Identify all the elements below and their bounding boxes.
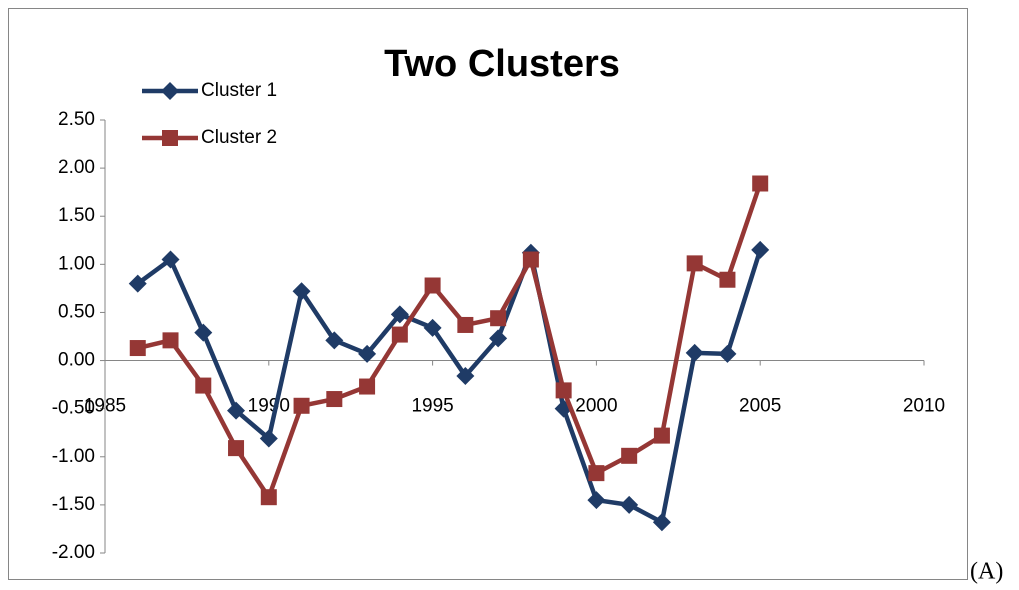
point bbox=[621, 447, 638, 464]
point bbox=[752, 175, 769, 192]
y-tick-label: -1.50 bbox=[52, 494, 95, 515]
point bbox=[326, 391, 343, 408]
legend-marker bbox=[162, 130, 178, 146]
x-tick-label: 2010 bbox=[903, 396, 945, 417]
x-tick-label: 2005 bbox=[739, 396, 781, 417]
legend-label: Cluster 2 bbox=[201, 127, 277, 148]
y-tick-label: 1.50 bbox=[58, 205, 95, 226]
point bbox=[719, 271, 736, 288]
x-tick-label: 1990 bbox=[248, 396, 290, 417]
point bbox=[685, 343, 704, 362]
point bbox=[259, 429, 278, 448]
point bbox=[456, 366, 475, 385]
y-tick-label: 1.00 bbox=[58, 253, 95, 274]
point bbox=[686, 255, 703, 272]
point bbox=[195, 377, 212, 394]
point bbox=[718, 344, 737, 363]
point bbox=[228, 440, 245, 457]
y-tick-label: 2.00 bbox=[58, 157, 95, 178]
x-tick-label: 1985 bbox=[84, 396, 126, 417]
point bbox=[129, 340, 146, 357]
point bbox=[588, 465, 605, 482]
point bbox=[293, 397, 310, 414]
x-tick-label: 2000 bbox=[575, 396, 617, 417]
x-tick-label: 1995 bbox=[411, 396, 453, 417]
point bbox=[555, 382, 572, 399]
point bbox=[194, 323, 213, 342]
y-tick-label: -0.50 bbox=[52, 398, 95, 419]
point bbox=[390, 305, 409, 324]
y-tick-label: 2.50 bbox=[58, 109, 95, 130]
point bbox=[653, 427, 670, 444]
point bbox=[162, 332, 179, 349]
point bbox=[489, 329, 508, 348]
point bbox=[652, 513, 671, 532]
annotation: (A) bbox=[970, 559, 1003, 585]
legend-marker bbox=[161, 82, 179, 100]
point bbox=[751, 240, 770, 259]
chart-title: Two Clusters bbox=[384, 43, 620, 85]
point bbox=[260, 489, 277, 506]
point bbox=[587, 491, 606, 510]
point bbox=[227, 401, 246, 420]
point bbox=[423, 318, 442, 337]
y-tick-label: 0.00 bbox=[58, 350, 95, 371]
y-tick-label: 0.50 bbox=[58, 301, 95, 322]
point bbox=[620, 495, 639, 514]
chart-frame bbox=[8, 8, 968, 580]
point bbox=[325, 331, 344, 350]
point bbox=[391, 326, 408, 343]
point bbox=[358, 344, 377, 363]
point bbox=[457, 316, 474, 333]
point bbox=[161, 250, 180, 269]
point bbox=[490, 310, 507, 327]
point bbox=[424, 277, 441, 294]
legend-label: Cluster 1 bbox=[201, 80, 277, 101]
point bbox=[359, 378, 376, 395]
point bbox=[292, 282, 311, 301]
y-tick-label: -1.00 bbox=[52, 446, 95, 467]
point bbox=[128, 274, 147, 293]
y-tick-label: -2.00 bbox=[52, 542, 95, 563]
point bbox=[522, 251, 539, 268]
